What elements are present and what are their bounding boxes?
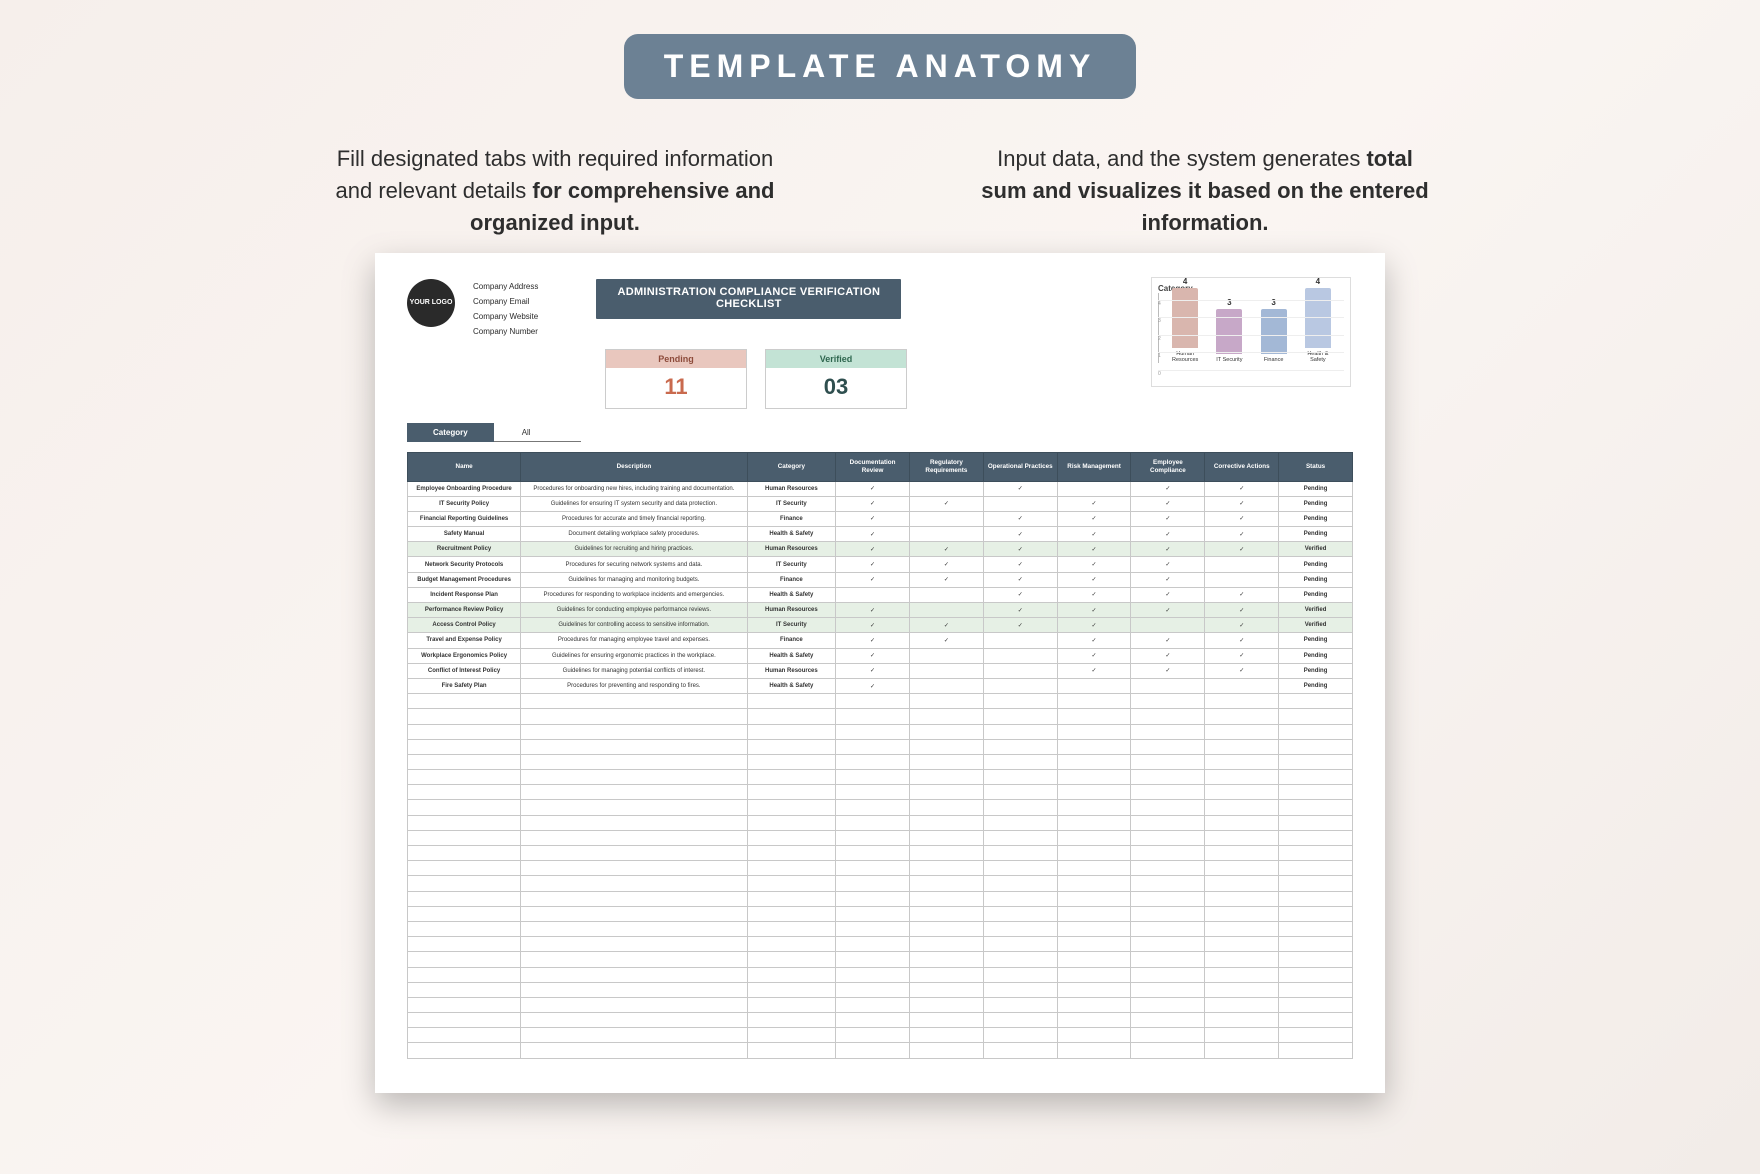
- checklist-table: NameDescriptionCategoryDocumentation Rev…: [407, 452, 1353, 1058]
- table-row: Performance Review PolicyGuidelines for …: [408, 603, 1353, 618]
- table-row: [408, 800, 1353, 815]
- table-header: Employee Compliance: [1131, 453, 1205, 481]
- company-info: Company AddressCompany EmailCompany Webs…: [473, 279, 538, 340]
- stat-pending-value: 11: [606, 368, 746, 408]
- doc-title-line1: ADMINISTRATION COMPLIANCE VERIFICATION: [617, 286, 880, 298]
- table-header: Corrective Actions: [1205, 453, 1279, 481]
- table-row: [408, 739, 1353, 754]
- table-row: Financial Reporting GuidelinesProcedures…: [408, 511, 1353, 526]
- table-header: Documentation Review: [836, 453, 910, 481]
- table-header: Category: [747, 453, 836, 481]
- table-row: [408, 770, 1353, 785]
- stat-verified-value: 03: [766, 368, 906, 408]
- table-row: [408, 876, 1353, 891]
- table-header: Risk Management: [1057, 453, 1131, 481]
- stat-pending: Pending 11: [605, 349, 747, 409]
- table-row: [408, 846, 1353, 861]
- table-row: [408, 906, 1353, 921]
- table-row: Budget Management ProceduresGuidelines f…: [408, 572, 1353, 587]
- logo-placeholder: YOUR LOGO: [407, 279, 455, 327]
- company-line: Company Email: [473, 294, 538, 309]
- company-line: Company Website: [473, 309, 538, 324]
- table-row: [408, 967, 1353, 982]
- table-row: Conflict of Interest PolicyGuidelines fo…: [408, 663, 1353, 678]
- table-row: [408, 921, 1353, 936]
- spreadsheet-preview: YOUR LOGO Company AddressCompany EmailCo…: [375, 253, 1385, 1093]
- table-row: [408, 1043, 1353, 1058]
- table-row: [408, 694, 1353, 709]
- table-row: IT Security PolicyGuidelines for ensurin…: [408, 496, 1353, 511]
- table-row: [408, 861, 1353, 876]
- table-row: Travel and Expense PolicyProcedures for …: [408, 633, 1353, 648]
- callout-left: Fill designated tabs with required infor…: [325, 143, 785, 239]
- table-row: [408, 754, 1353, 769]
- table-row: [408, 891, 1353, 906]
- callout-right-plain: Input data, and the system generates: [997, 146, 1366, 171]
- table-row: Incident Response PlanProcedures for res…: [408, 587, 1353, 602]
- company-line: Company Number: [473, 324, 538, 339]
- category-filter-label: Category: [407, 423, 494, 442]
- table-row: [408, 952, 1353, 967]
- doc-title-line2: CHECKLIST: [614, 298, 883, 310]
- table-header: Regulatory Requirements: [909, 453, 983, 481]
- table-header: Operational Practices: [983, 453, 1057, 481]
- table-row: Access Control PolicyGuidelines for cont…: [408, 618, 1353, 633]
- table-row: Recruitment PolicyGuidelines for recruit…: [408, 542, 1353, 557]
- table-header: Name: [408, 453, 521, 481]
- stat-pending-label: Pending: [606, 350, 746, 368]
- table-row: Workplace Ergonomics PolicyGuidelines fo…: [408, 648, 1353, 663]
- table-row: [408, 937, 1353, 952]
- table-row: [408, 709, 1353, 724]
- table-row: [408, 830, 1353, 845]
- stat-verified-label: Verified: [766, 350, 906, 368]
- page-title: TEMPLATE ANATOMY: [624, 34, 1137, 99]
- table-row: [408, 1028, 1353, 1043]
- table-row: [408, 997, 1353, 1012]
- table-row: [408, 815, 1353, 830]
- table-row: [408, 982, 1353, 997]
- callouts: Fill designated tabs with required infor…: [0, 143, 1760, 239]
- category-filter-value[interactable]: All: [494, 424, 581, 442]
- table-row: Fire Safety PlanProcedures for preventin…: [408, 678, 1353, 693]
- table-row: Employee Onboarding ProcedureProcedures …: [408, 481, 1353, 496]
- table-row: [408, 724, 1353, 739]
- company-line: Company Address: [473, 279, 538, 294]
- table-row: Network Security ProtocolsProcedures for…: [408, 557, 1353, 572]
- category-chart: Category 43210 4Human Resources3IT Secur…: [1151, 277, 1351, 387]
- table-header: Status: [1279, 453, 1353, 481]
- table-header: Description: [521, 453, 747, 481]
- stat-verified: Verified 03: [765, 349, 907, 409]
- table-row: [408, 785, 1353, 800]
- document-title: ADMINISTRATION COMPLIANCE VERIFICATION C…: [596, 279, 901, 319]
- callout-right: Input data, and the system generates tot…: [975, 143, 1435, 239]
- table-row: Safety ManualDocument detailing workplac…: [408, 527, 1353, 542]
- table-row: [408, 1013, 1353, 1028]
